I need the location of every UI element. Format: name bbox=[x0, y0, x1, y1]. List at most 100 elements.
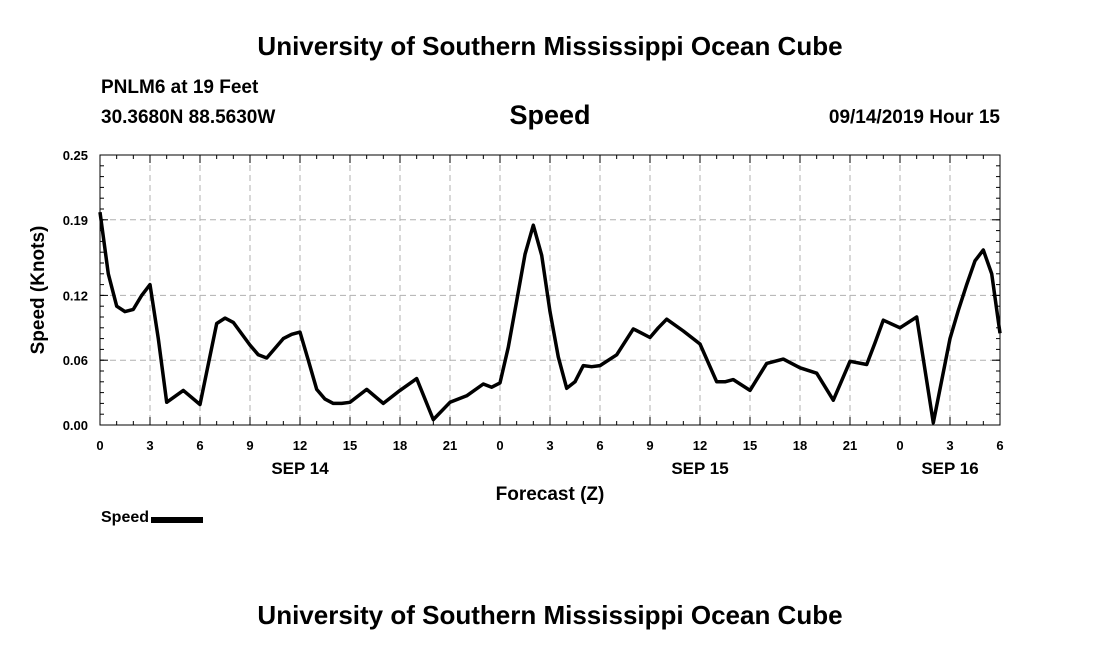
speed-data-point bbox=[649, 336, 651, 339]
x-tick-label: 6 bbox=[996, 438, 1003, 453]
speed-data-point bbox=[199, 403, 201, 406]
speed-data-point bbox=[257, 354, 259, 356]
speed-data-point bbox=[799, 367, 801, 369]
speed-data-point bbox=[324, 398, 326, 400]
tick-label-layer: 0 3 6 9 12 15 18 21 0 3 6 9 12 15 18 21 0 3 6 0.00 0.06 0.12 0… bbox=[63, 148, 1004, 478]
x-tick-label: 9 bbox=[646, 438, 653, 453]
speed-data-point bbox=[149, 284, 151, 286]
x-tick-label: 9 bbox=[246, 438, 253, 453]
speed-data-point bbox=[982, 249, 984, 251]
y-tick-label: 0.19 bbox=[63, 213, 88, 228]
grid-layer bbox=[100, 155, 1000, 425]
speed-data-point bbox=[782, 358, 784, 360]
speed-data-point bbox=[524, 253, 526, 255]
x-tick-label: 6 bbox=[196, 438, 203, 453]
speed-data-point bbox=[882, 319, 884, 321]
x-tick-label: 21 bbox=[843, 438, 857, 453]
x-tick-label: 3 bbox=[146, 438, 153, 453]
legend-label: Speed bbox=[101, 509, 150, 526]
speed-data-point bbox=[816, 372, 818, 374]
speed-data-point bbox=[416, 378, 418, 380]
x-tick-label: 18 bbox=[393, 438, 407, 453]
day-label: SEP 14 bbox=[271, 459, 329, 478]
y-axis-title: Speed (Knots) bbox=[28, 226, 49, 355]
speed-data-point bbox=[832, 399, 834, 401]
page-title: University of Southern Mississippi Ocean… bbox=[257, 31, 843, 61]
speed-data-point bbox=[849, 360, 851, 362]
speed-data-point bbox=[341, 402, 343, 404]
speed-data-point bbox=[724, 381, 726, 383]
day-label: SEP 16 bbox=[921, 459, 978, 478]
speed-data-point bbox=[499, 382, 501, 384]
speed-data-point bbox=[166, 401, 168, 403]
speed-data-point bbox=[616, 354, 618, 356]
speed-data-point bbox=[141, 294, 143, 296]
speed-data-point bbox=[991, 273, 993, 275]
speed-data-point bbox=[157, 338, 159, 340]
speed-data-point bbox=[899, 327, 901, 329]
plot-frame bbox=[99, 154, 1001, 426]
speed-data-point bbox=[432, 419, 434, 421]
footer-title: University of Southern Mississippi Ocean… bbox=[257, 600, 843, 630]
speed-data-point bbox=[116, 305, 118, 307]
speed-data-point bbox=[366, 388, 368, 390]
speed-data-point bbox=[299, 331, 301, 333]
x-axis-title: Forecast (Z) bbox=[496, 484, 605, 505]
speed-data-point bbox=[866, 363, 868, 366]
day-label: SEP 15 bbox=[671, 459, 728, 478]
speed-data-point bbox=[399, 389, 401, 391]
y-tick-label: 0.12 bbox=[63, 288, 88, 303]
speed-data-point bbox=[466, 395, 468, 397]
y-tick-label: 0.00 bbox=[63, 418, 88, 433]
speed-data-point bbox=[957, 309, 959, 312]
series-layer bbox=[98, 211, 1002, 425]
speed-data-point bbox=[949, 338, 951, 340]
speed-data-point bbox=[532, 224, 534, 226]
x-tick-label: 12 bbox=[293, 438, 307, 453]
legend-swatch bbox=[151, 516, 204, 523]
speed-data-point bbox=[599, 365, 601, 367]
speed-data-point bbox=[582, 365, 584, 367]
speed-data-point bbox=[291, 333, 293, 335]
speed-data-point bbox=[716, 381, 718, 383]
legend: Speed bbox=[101, 509, 204, 527]
speed-data-point bbox=[666, 318, 668, 320]
speed-data-point bbox=[507, 346, 509, 348]
datetime-label: 09/14/2019 Hour 15 bbox=[828, 107, 1000, 128]
x-tick-label: 0 bbox=[896, 438, 903, 453]
speed-data-point bbox=[541, 254, 543, 256]
speed-data-point bbox=[682, 330, 684, 332]
variable-title: Speed bbox=[509, 100, 591, 130]
speed-data-point bbox=[632, 328, 634, 330]
x-tick-label: 18 bbox=[793, 438, 807, 453]
speed-data-point bbox=[574, 381, 576, 383]
x-tick-label: 12 bbox=[693, 438, 707, 453]
speed-data-point bbox=[516, 300, 518, 302]
speed-data-point bbox=[491, 386, 493, 388]
speed-data-point bbox=[266, 357, 268, 359]
speed-data-point bbox=[124, 311, 126, 313]
speed-data-point bbox=[916, 316, 918, 318]
speed-data-point bbox=[307, 359, 309, 361]
speed-data-point bbox=[766, 362, 768, 364]
y-tick-label: 0.25 bbox=[63, 148, 88, 163]
x-tick-label: 21 bbox=[443, 438, 457, 453]
coordinates-label: 30.3680N 88.5630W bbox=[101, 107, 276, 128]
speed-data-point bbox=[482, 383, 484, 385]
station-label: PNLM6 at 19 Feet bbox=[101, 77, 259, 98]
speed-data-point bbox=[107, 273, 109, 275]
x-tick-label: 15 bbox=[343, 438, 357, 453]
speed-data-point bbox=[182, 389, 184, 391]
speed-data-point bbox=[316, 388, 318, 390]
speed-data-point bbox=[966, 284, 968, 286]
speed-data-point bbox=[282, 338, 284, 340]
speed-series-line bbox=[98, 211, 1002, 425]
speed-data-point bbox=[699, 343, 701, 345]
speed-data-point bbox=[332, 402, 334, 404]
speed-data-point bbox=[974, 260, 976, 262]
speed-data-point bbox=[449, 401, 451, 403]
plot-border bbox=[99, 154, 1001, 426]
speed-data-point bbox=[549, 311, 551, 313]
speed-data-point bbox=[732, 379, 734, 381]
